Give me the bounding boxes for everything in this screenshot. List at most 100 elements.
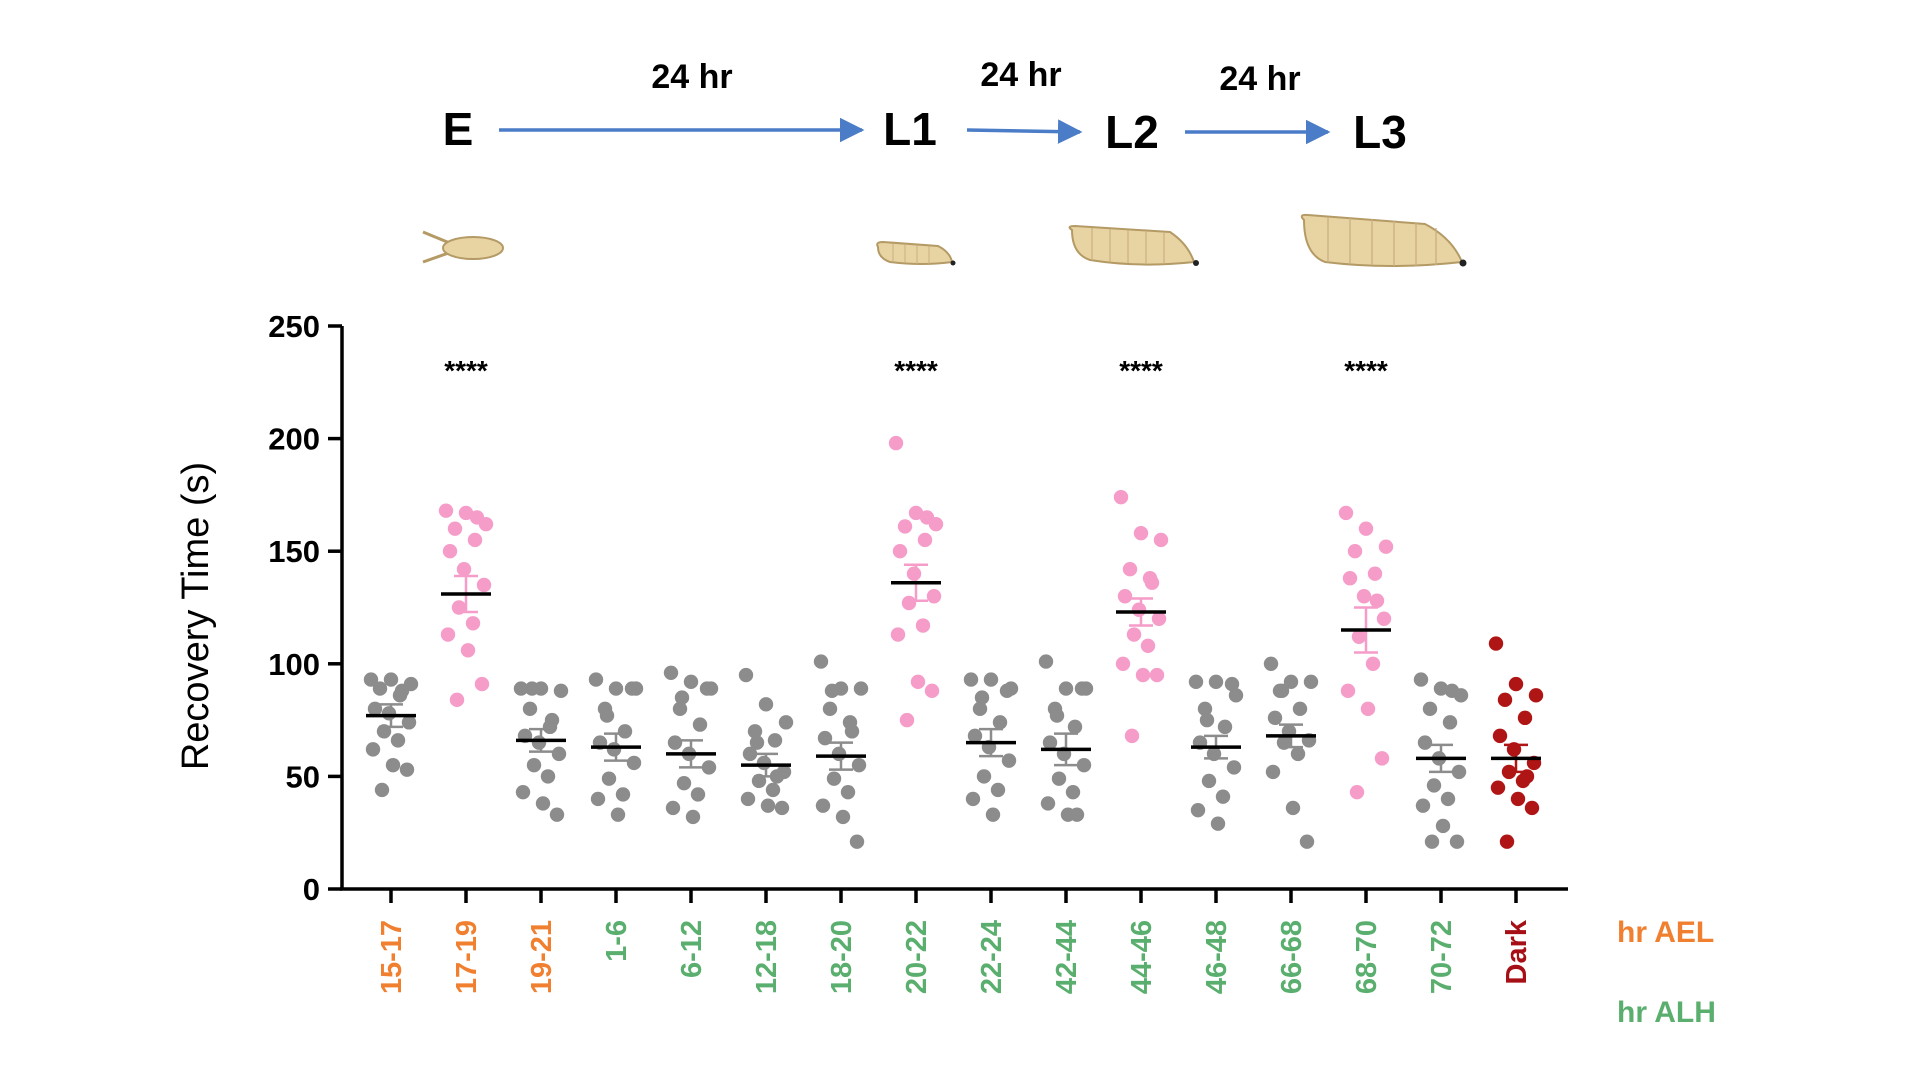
interval-label-l2-l3: 24 hr: [1219, 60, 1300, 98]
data-point: [467, 532, 483, 548]
y-tick-label: 250: [268, 309, 320, 344]
data-point: [1290, 746, 1306, 762]
x-ticks: 15-17 17-19 19-21 1-6 6-12 12-18 18-20 20-22 22-…: [376, 889, 1533, 994]
y-tick-label: 150: [268, 534, 320, 569]
data-point: [890, 627, 906, 642]
x-tick-label: 17-19: [451, 920, 483, 994]
data-point: [1413, 672, 1429, 687]
data-point: [915, 618, 931, 633]
data-point: [474, 676, 490, 692]
y-tick-label: 0: [303, 872, 320, 907]
data-point: [363, 672, 379, 687]
data-point: [815, 798, 831, 813]
x-tick-label: 15-17: [376, 920, 408, 994]
data-point: [447, 521, 463, 536]
data-point: [849, 834, 865, 849]
data-point: [851, 757, 867, 773]
data-point: [910, 674, 926, 690]
group-1-6: [588, 672, 644, 822]
data-point: [1133, 525, 1149, 541]
data-point: [469, 510, 485, 525]
data-point: [524, 681, 540, 696]
data-point: [1528, 688, 1544, 703]
arrow-l1-l2: [966, 119, 1083, 144]
data-point: [835, 809, 851, 825]
data-point: [440, 627, 456, 642]
data-point: [549, 807, 565, 822]
data-point: [1042, 735, 1058, 750]
y-tick-label: 200: [268, 422, 320, 457]
data-point: [1424, 834, 1440, 849]
data-point: [1365, 656, 1381, 671]
data-point: [476, 577, 492, 593]
data-point: [692, 717, 708, 732]
data-point: [1374, 751, 1390, 766]
data-point: [1426, 778, 1442, 793]
group-44-46: ****: [1113, 355, 1169, 744]
data-point: [1444, 683, 1460, 699]
data-point: [1065, 784, 1081, 800]
data-point: [899, 712, 915, 728]
interval-label-l1-l2: 24 hr: [980, 56, 1061, 94]
data-point: [990, 782, 1006, 798]
data-point: [1417, 735, 1433, 750]
x-tick-label: 20-22: [901, 920, 933, 994]
data-point: [1126, 627, 1142, 642]
data-point: [1117, 589, 1133, 604]
data-point: [385, 757, 401, 773]
group-66-68: [1263, 656, 1319, 849]
data-point: [738, 667, 754, 683]
data-point: [974, 690, 990, 705]
data-point: [449, 692, 465, 708]
data-point: [515, 784, 531, 800]
x-tick-label: 44-46: [1126, 920, 1158, 994]
data-point: [1144, 575, 1160, 590]
data-point: [1299, 834, 1315, 849]
data-point: [1422, 701, 1438, 717]
data-point: [676, 775, 692, 791]
data-point: [1442, 715, 1458, 730]
data-point: [690, 787, 706, 802]
data-point: [1524, 800, 1540, 816]
y-axis-label: Recovery Time (s): [175, 462, 217, 770]
data-point: [822, 701, 838, 717]
data-point: [1415, 798, 1431, 813]
stage-label-l1: L1: [883, 103, 937, 155]
data-point: [1226, 760, 1242, 775]
significance-marker: ****: [444, 355, 488, 386]
data-point: [897, 519, 913, 534]
data-point: [401, 715, 417, 730]
data-point: [540, 769, 556, 784]
data-point: [1360, 701, 1376, 717]
data-point: [1058, 681, 1074, 696]
data-point: [1376, 611, 1392, 626]
data-point: [747, 724, 763, 739]
data-point: [1069, 807, 1085, 822]
data-point: [831, 746, 847, 762]
data-point: [908, 505, 924, 521]
data-point: [983, 672, 999, 687]
data-point: [1074, 681, 1090, 696]
data-point: [742, 746, 758, 762]
data-point: [1499, 834, 1515, 849]
data-point: [926, 589, 942, 604]
data-point: [1492, 728, 1508, 744]
data-point: [1208, 674, 1224, 690]
data-point: [924, 683, 940, 699]
data-point: [465, 616, 481, 631]
data-point: [1342, 571, 1358, 586]
x-tick-label: 42-44: [1051, 920, 1083, 994]
data-point: [531, 735, 547, 750]
data-point: [1433, 681, 1449, 696]
data-point: [1369, 593, 1385, 608]
data-point: [1285, 800, 1301, 816]
data-point: [1210, 816, 1226, 831]
data-point: [1140, 638, 1156, 653]
x-tick-label: 66-68: [1276, 920, 1308, 994]
data-point: [967, 728, 983, 744]
data-point: [1349, 784, 1365, 800]
data-point: [1199, 712, 1215, 728]
group-70-72: [1413, 672, 1469, 849]
data-point: [985, 807, 1001, 822]
data-groups: **** **** **** ****: [363, 355, 1544, 849]
